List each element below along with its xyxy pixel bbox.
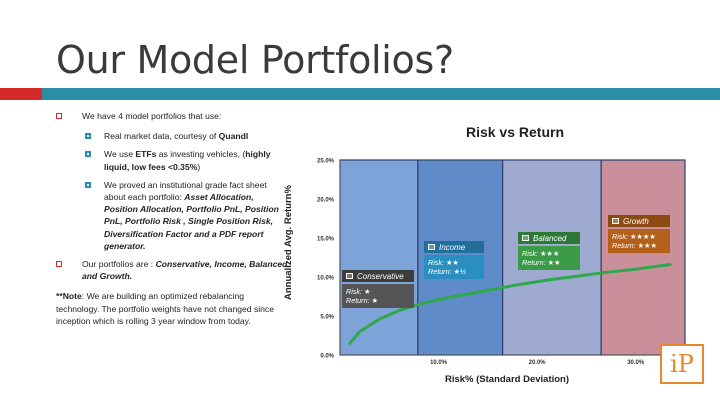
card-balanced: Balanced Risk: ★★★ Return: ★★	[518, 232, 580, 270]
accent-bar-teal	[42, 88, 720, 100]
y-tick-label: 20.0%	[317, 198, 335, 204]
bullet-fact-sheet: We proved an institutional grade fact sh…	[56, 179, 288, 252]
y-tick-label: 0.0%	[320, 354, 334, 360]
chart-title: Risk vs Return	[465, 124, 565, 140]
risk-return-chart: 0.0% 5.0% 10.0% 15.0% 20.0% 25.0% 10.0% 20.0% 30…	[317, 159, 686, 366]
card-icon	[428, 244, 435, 250]
region-conservative	[339, 159, 419, 356]
card-growth: Growth Risk: ★★★★ Return: ★★★	[608, 215, 670, 253]
x-tick-label: 10.0%	[430, 360, 448, 366]
square-bullet-icon	[85, 181, 91, 188]
ip-logo: iP	[660, 344, 704, 384]
accent-bar-red	[0, 88, 42, 100]
y-tick-label: 15.0%	[317, 237, 335, 243]
y-tick-label: 25.0%	[317, 159, 335, 165]
card-conservative: Conservative Risk: ★ Return: ★	[342, 270, 414, 308]
bullet-etfs: We use ETFs as investing vehicles, (high…	[56, 148, 288, 172]
slide-title: Our Model Portfolios?	[56, 38, 454, 82]
card-icon	[346, 273, 353, 279]
bullet-list: We have 4 model portfolios that use: Rea…	[56, 110, 288, 327]
square-bullet-icon	[85, 133, 91, 140]
y-tick-label: 10.0%	[317, 276, 335, 282]
bullet-intro: We have 4 model portfolios that use:	[56, 110, 288, 122]
y-tick-label: 5.0%	[320, 315, 334, 321]
square-bullet-icon	[85, 151, 91, 158]
bullet-quandl: Real market data, courtesy of Quandl	[56, 130, 288, 142]
square-bullet-icon	[56, 261, 62, 268]
note-text: **Note: We are building an optimized reb…	[56, 291, 275, 326]
region-growth	[600, 159, 686, 356]
square-bullet-icon	[56, 113, 62, 119]
chart-x-axis-label: Risk% (Standard Deviation)	[444, 374, 570, 385]
card-icon	[612, 218, 619, 224]
bullet-portfolios: Our portfolios are : Conservative, Incom…	[56, 258, 288, 282]
chart-y-axis-label: Annualized Avg. Return%	[283, 185, 294, 300]
card-income: Income Risk: ★★ Return: ★½	[424, 241, 484, 279]
return-curve	[348, 263, 672, 345]
card-icon	[522, 235, 529, 241]
x-tick-label: 20.0%	[529, 360, 547, 366]
x-tick-label: 30.0%	[627, 360, 645, 366]
